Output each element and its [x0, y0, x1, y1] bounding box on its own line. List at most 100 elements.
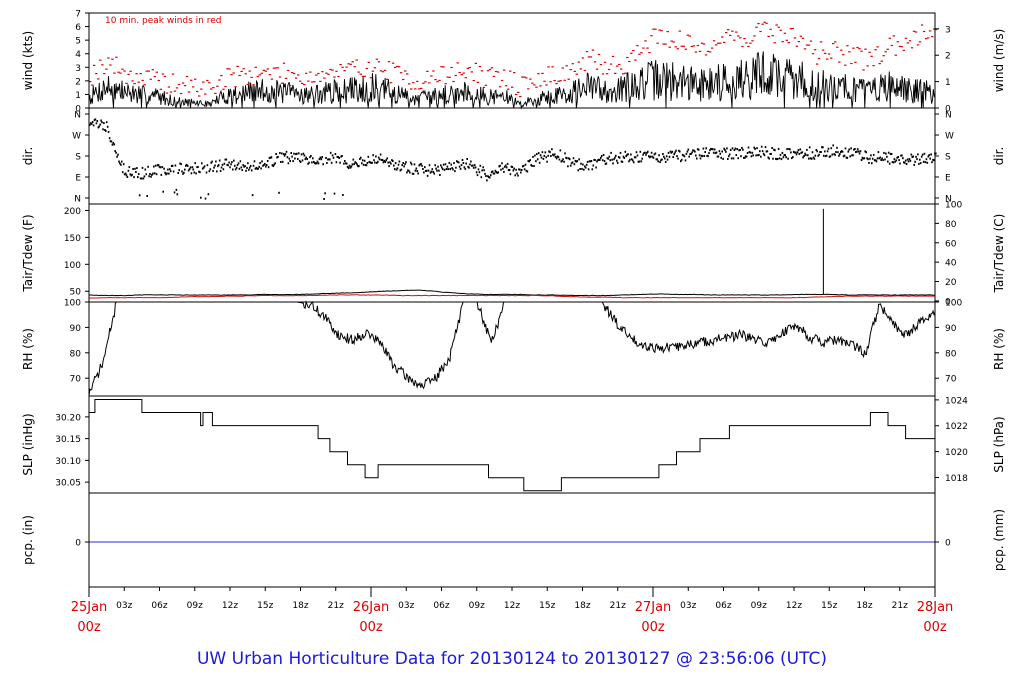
wind-peak-point — [303, 84, 306, 86]
direction-point — [809, 157, 812, 160]
direction-point — [247, 162, 249, 165]
direction-point — [163, 167, 165, 170]
direction-point — [244, 165, 246, 168]
wind-peak-point — [692, 45, 696, 47]
wind-peak-point — [745, 42, 748, 44]
direction-point — [583, 168, 585, 171]
wind-peak-point — [712, 40, 716, 42]
direction-point — [616, 161, 619, 164]
direction-point — [871, 157, 874, 160]
wind-peak-point — [670, 40, 673, 42]
direction-point — [188, 168, 191, 171]
wind-peak-point — [93, 64, 96, 66]
direction-point — [353, 163, 355, 166]
direction-point — [301, 159, 304, 162]
direction-point — [548, 150, 550, 153]
direction-point — [927, 155, 930, 158]
direction-point — [867, 158, 869, 161]
direction-point — [659, 161, 661, 164]
direction-point — [501, 162, 503, 165]
temperature-ytick-label-right: 80 — [945, 220, 957, 230]
direction-point — [804, 152, 806, 155]
temperature-panel-frame — [88, 203, 936, 303]
wind-peak-point — [232, 72, 235, 74]
wind-peak-point — [101, 64, 104, 66]
wind-peak-point — [702, 43, 706, 45]
direction-point — [323, 198, 325, 200]
direction-point — [438, 169, 440, 172]
direction-point — [128, 166, 131, 169]
wind-peak-point — [819, 41, 823, 43]
direction-point — [151, 173, 153, 176]
wind-peak-point — [507, 88, 510, 90]
direction-point — [829, 155, 832, 158]
direction-point — [507, 169, 510, 171]
direction-point — [638, 160, 641, 163]
wind-peak-point — [301, 82, 304, 84]
direction-point — [329, 158, 331, 161]
direction-point — [364, 164, 367, 166]
direction-point — [367, 155, 370, 158]
direction-point — [358, 165, 360, 168]
direction-point — [581, 167, 583, 170]
wind-ytick-label: 3 — [75, 64, 81, 74]
direction-point — [580, 162, 582, 165]
temperature-ylabel: Tair/Tdew (F) — [21, 214, 35, 292]
wind-peak-point — [668, 46, 671, 48]
wind-peak-point — [323, 77, 326, 79]
wind-peak-point — [341, 66, 344, 68]
direction-point — [205, 171, 208, 174]
direction-point — [792, 150, 795, 153]
direction-point — [537, 152, 540, 155]
wind-peak-point — [482, 86, 486, 88]
wind-peak-point — [759, 30, 762, 33]
direction-point — [565, 156, 567, 159]
wind-peak-point — [319, 80, 322, 82]
direction-point — [718, 150, 721, 153]
direction-point — [868, 161, 870, 164]
wind-peak-point — [597, 53, 601, 56]
wind-peak-point — [230, 74, 233, 76]
wind-peak-point — [823, 52, 827, 54]
direction-point — [570, 162, 573, 165]
wind-peak-point — [666, 31, 669, 33]
direction-point — [183, 171, 185, 174]
direction-point — [824, 155, 827, 158]
direction-point — [288, 157, 291, 160]
direction-point — [275, 153, 277, 155]
direction-point — [374, 161, 376, 164]
direction-point — [249, 164, 252, 167]
wind-peak-point — [347, 63, 350, 65]
direction-point — [813, 157, 816, 160]
direction-point — [694, 150, 696, 153]
wind-peak-point — [757, 23, 760, 25]
wind-peak-point — [793, 37, 797, 39]
direction-point — [484, 172, 486, 175]
wind-peak-point — [585, 51, 589, 53]
direction-point — [614, 156, 616, 159]
x-tick-label: 09z — [751, 601, 767, 611]
direction-point — [380, 158, 383, 161]
direction-point — [421, 164, 423, 167]
direction-point — [889, 152, 892, 155]
wind-peak-point — [270, 78, 274, 80]
wind-peak-point — [700, 42, 704, 44]
wind-peak-point — [478, 65, 482, 68]
direction-point — [793, 151, 796, 154]
wind-peak-point — [424, 81, 427, 83]
direction-point — [531, 164, 533, 167]
direction-point — [743, 156, 745, 159]
x-day-date-label: 27Jan — [635, 600, 672, 615]
direction-point — [297, 158, 299, 160]
direction-point — [94, 118, 97, 121]
x-day-time-label: 00z — [641, 620, 665, 635]
direction-point — [404, 163, 406, 166]
wind-peak-point — [614, 72, 617, 74]
direction-point — [670, 151, 673, 154]
wind-peak-point — [476, 81, 480, 83]
direction-point — [307, 162, 309, 165]
direction-ytick-label-right: E — [945, 174, 951, 184]
direction-point — [845, 156, 848, 159]
wind-peak-point — [640, 52, 643, 54]
direction-point — [794, 151, 797, 154]
